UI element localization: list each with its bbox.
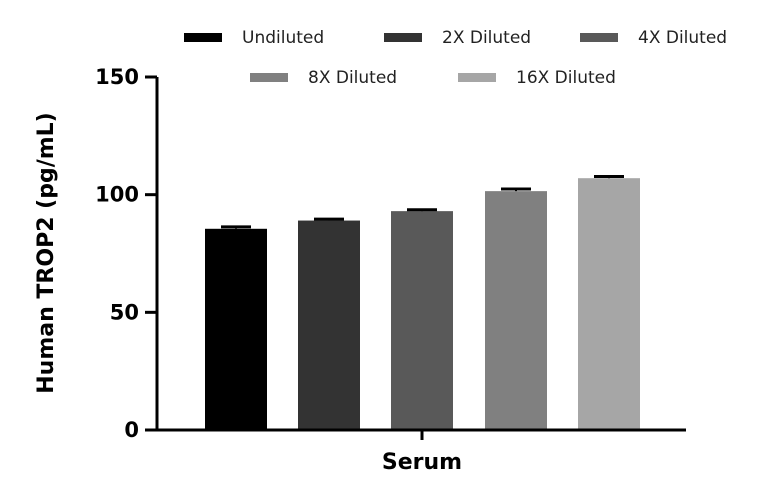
legend-swatch: [184, 33, 222, 42]
legend-label: 8X Diluted: [308, 68, 397, 88]
legend-swatch: [250, 73, 288, 82]
y-tick-label: 0: [124, 418, 139, 442]
bar: [391, 211, 453, 430]
bars: [205, 175, 640, 430]
y-tick-label: 100: [95, 183, 139, 207]
y-axis-title: Human TROP2 (pg/mL): [34, 112, 59, 394]
legend-label: 16X Diluted: [516, 68, 616, 88]
legend-label: 4X Diluted: [638, 28, 727, 48]
legend-label: Undiluted: [242, 28, 324, 48]
legend-swatch: [384, 33, 422, 42]
y-ticks: 0 50 100 150: [95, 65, 157, 442]
bar: [578, 178, 640, 430]
axes: [155, 77, 686, 440]
y-tick-label: 50: [110, 300, 139, 324]
bar: [205, 228, 267, 430]
bar: [485, 191, 547, 430]
legend: Undiluted 2X Diluted 4X Diluted 8X Diluted 1…: [184, 28, 727, 88]
legend-swatch: [580, 33, 618, 42]
legend-label: 2X Diluted: [442, 28, 531, 48]
bar: [298, 220, 360, 430]
x-category-label: Serum: [382, 450, 462, 475]
y-tick-label: 150: [95, 65, 139, 89]
legend-swatch: [458, 73, 496, 82]
